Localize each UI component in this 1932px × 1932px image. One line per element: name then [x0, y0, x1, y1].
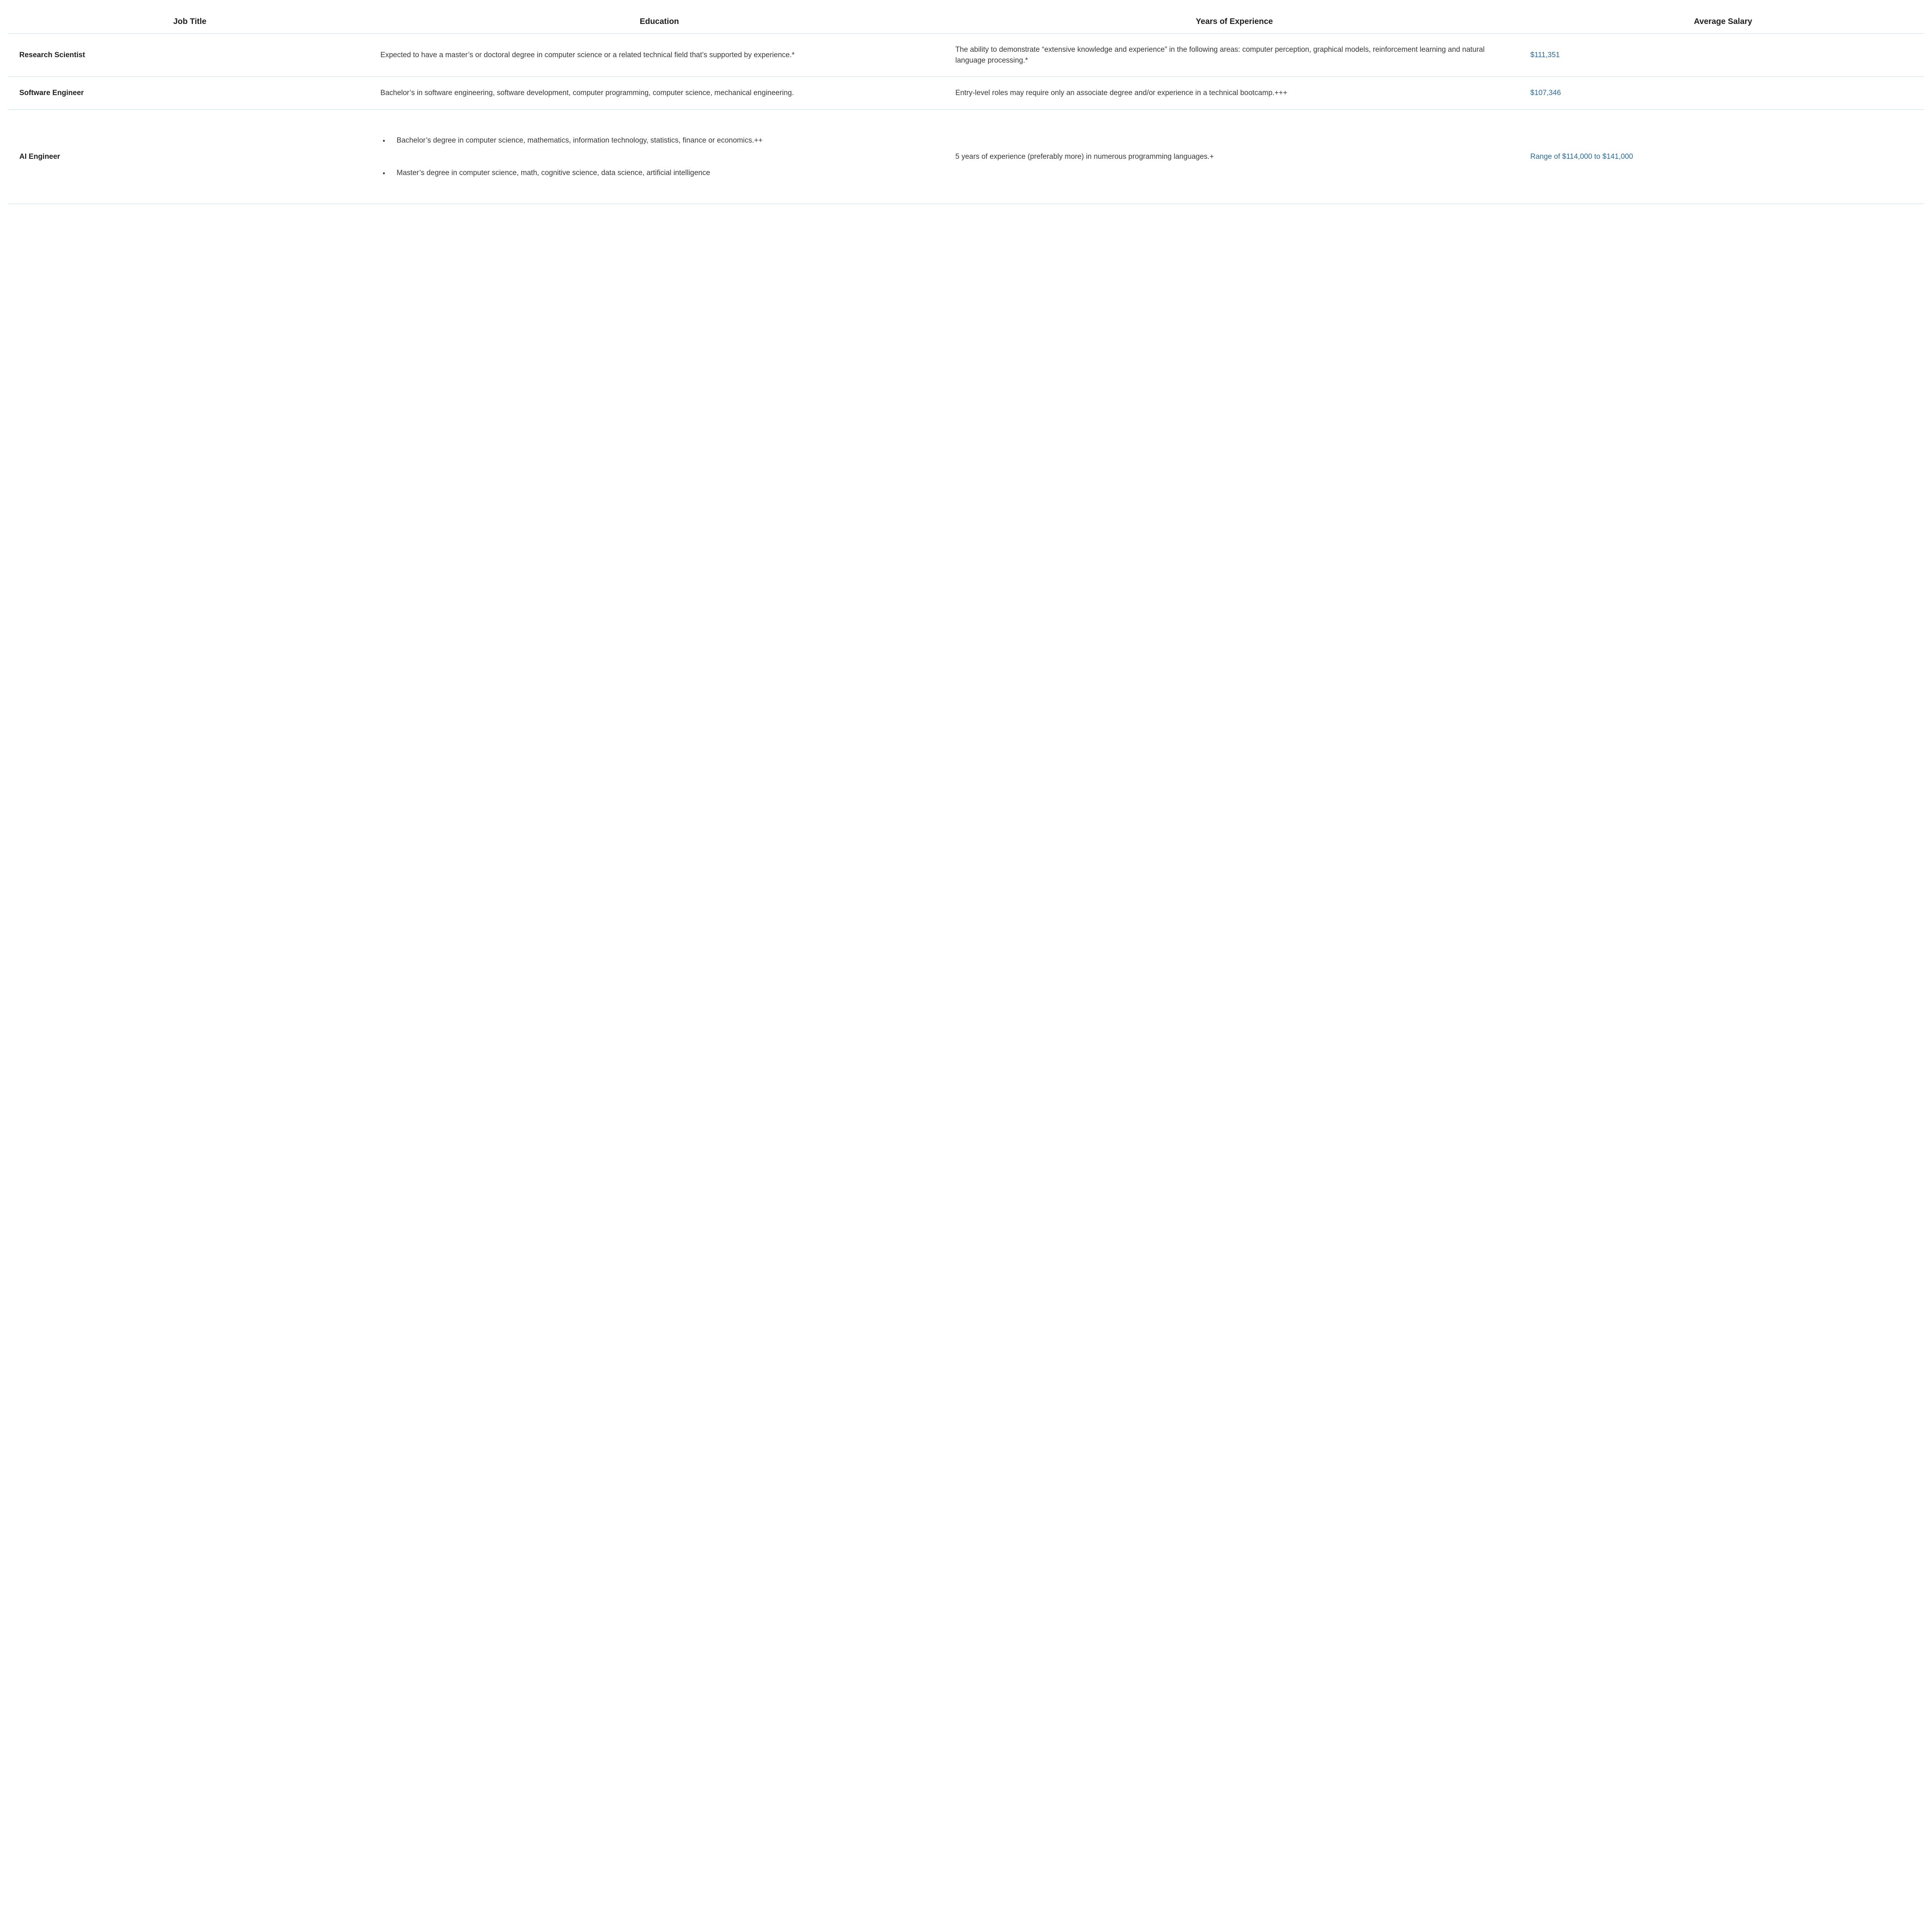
- table-header-row: Job Title Education Years of Experience …: [8, 12, 1924, 34]
- col-header-experience: Years of Experience: [947, 12, 1522, 34]
- education-cell: Bachelor’s in software engineering, soft…: [372, 77, 947, 110]
- salary-cell: Range of $114,000 to $141,000: [1522, 109, 1924, 204]
- experience-cell: The ability to demonstrate “extensive kn…: [947, 34, 1522, 77]
- table-row: AI Engineer Bachelor’s degree in compute…: [8, 109, 1924, 204]
- education-cell: Bachelor’s degree in computer science, m…: [372, 109, 947, 204]
- job-title-cell: Research Scientist: [8, 34, 372, 77]
- salary-link[interactable]: $107,346: [1530, 89, 1561, 97]
- education-list: Bachelor’s degree in computer science, m…: [380, 133, 933, 181]
- education-cell: Expected to have a master’s or doctoral …: [372, 34, 947, 77]
- salary-cell: $111,351: [1522, 34, 1924, 77]
- table-row: Research Scientist Expected to have a ma…: [8, 34, 1924, 77]
- experience-cell: Entry-level roles may require only an as…: [947, 77, 1522, 110]
- col-header-salary: Average Salary: [1522, 12, 1924, 34]
- education-list-item: Bachelor’s degree in computer science, m…: [389, 133, 933, 148]
- table-row: Software Engineer Bachelor’s in software…: [8, 77, 1924, 110]
- col-header-job-title: Job Title: [8, 12, 372, 34]
- education-list-item: Master’s degree in computer science, mat…: [389, 165, 933, 181]
- salary-cell: $107,346: [1522, 77, 1924, 110]
- jobs-table: Job Title Education Years of Experience …: [8, 12, 1924, 204]
- salary-link[interactable]: $111,351: [1530, 51, 1560, 59]
- job-title-cell: Software Engineer: [8, 77, 372, 110]
- experience-cell: 5 years of experience (preferably more) …: [947, 109, 1522, 204]
- salary-link[interactable]: Range of $114,000 to $141,000: [1530, 153, 1633, 161]
- col-header-education: Education: [372, 12, 947, 34]
- job-title-cell: AI Engineer: [8, 109, 372, 204]
